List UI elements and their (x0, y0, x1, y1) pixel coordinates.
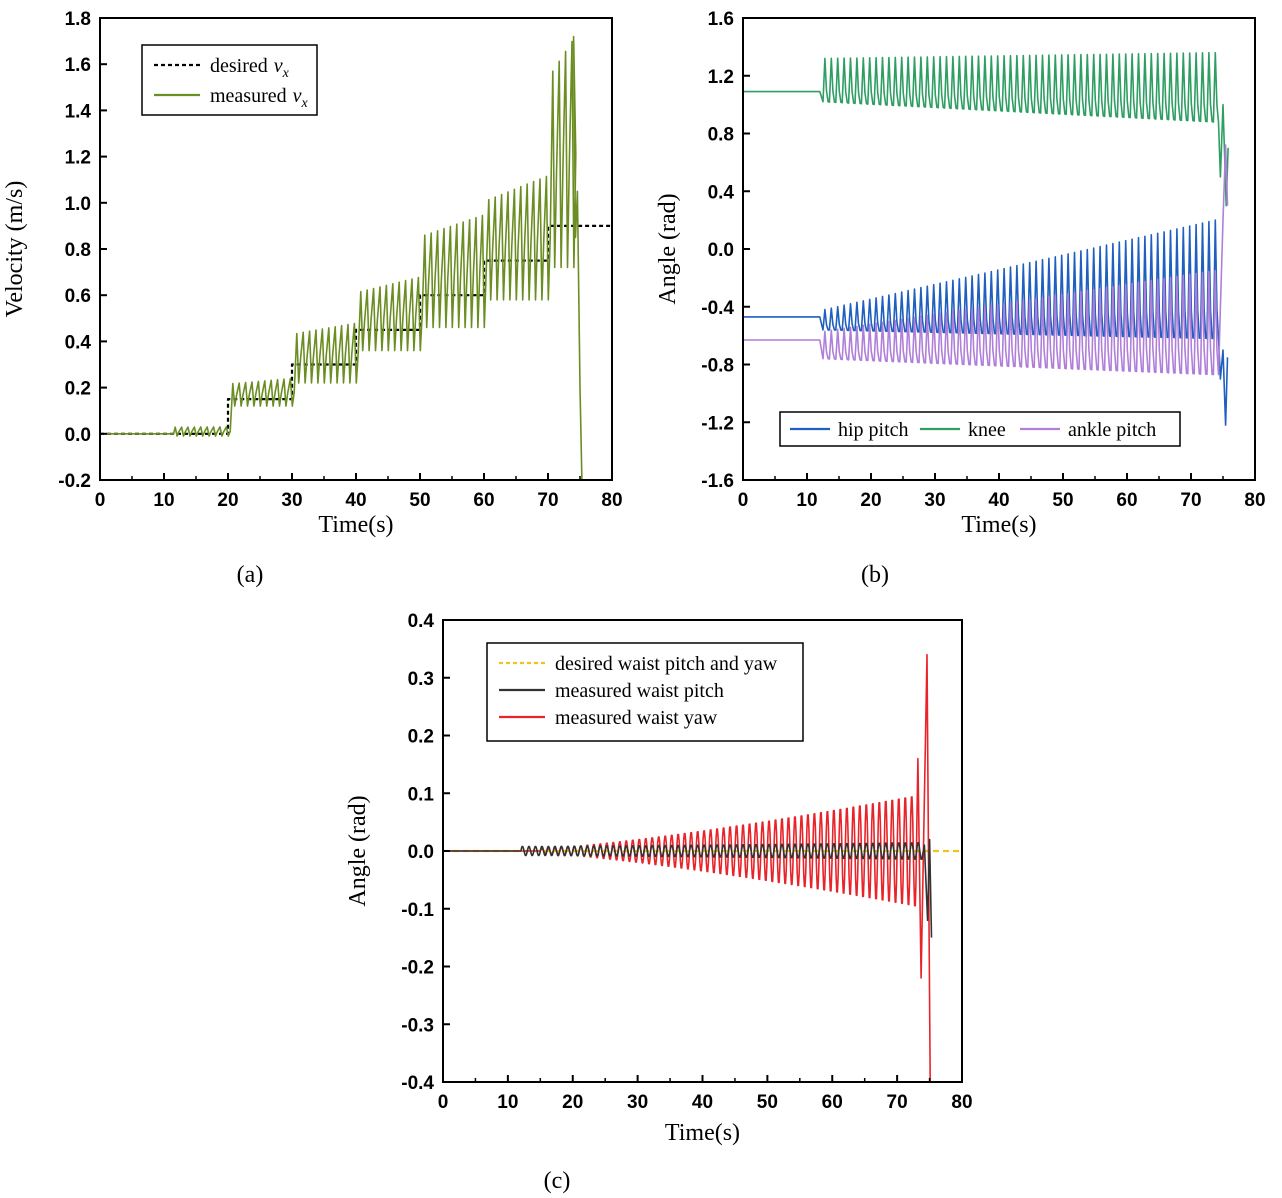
y-tick-label: 0.4 (408, 611, 435, 632)
y-tick-label: 0.2 (65, 379, 91, 400)
legend-label: measured waist pitch (555, 680, 724, 702)
y-axis-label: Angle (rad) (655, 193, 681, 304)
y-tick-label: 0.6 (65, 286, 91, 307)
x-tick-label: 60 (473, 490, 494, 511)
y-tick-label: 0.8 (65, 240, 91, 261)
x-tick-label: 80 (951, 1092, 972, 1113)
y-tick-label: 1.0 (65, 194, 91, 215)
y-tick-label: 0.2 (408, 727, 434, 748)
y-axis-label: Velocity (m/s) (2, 181, 28, 318)
legend-label: measured vx (210, 85, 309, 111)
x-tick-label: 20 (562, 1092, 583, 1113)
series-ankle-pitch (743, 144, 1229, 376)
x-tick-label: 40 (345, 490, 366, 511)
legend-box (486, 642, 804, 742)
y-tick-label: -0.4 (401, 1073, 434, 1094)
panel-caption: (b) (861, 562, 889, 588)
legend-label: measured waist yaw (555, 707, 718, 729)
x-tick-label: 0 (738, 490, 749, 511)
y-tick-label: 0.4 (708, 182, 735, 203)
y-tick-label: 0.1 (408, 784, 435, 805)
y-tick-label: 0.4 (65, 332, 92, 353)
legend-label: knee (968, 419, 1006, 441)
y-tick-label: -0.2 (401, 958, 434, 979)
y-tick-label: -0.2 (58, 471, 91, 492)
x-tick-label: 20 (217, 490, 238, 511)
chart-a: 0 10 20 30 40 50 60 70 80 -0.2 0.0 0.2 0.4 0.6 0.8 1.0 1… (2, 9, 623, 588)
x-tick-label: 30 (924, 490, 945, 511)
x-tick-label: 70 (887, 1092, 908, 1113)
y-axis-label: Angle (rad) (345, 795, 371, 906)
panel-caption: (a) (237, 562, 264, 588)
y-tick-label: -0.8 (701, 356, 734, 377)
chart-c: 0 10 20 30 40 50 60 70 80 -0.4 -0.3 -0.2 -0.1 0.0 0.1 0… (345, 611, 973, 1194)
x-tick-label: 60 (822, 1092, 843, 1113)
legend-box (779, 411, 1181, 447)
x-tick-label: 40 (988, 490, 1009, 511)
x-tick-label: 70 (1180, 490, 1201, 511)
x-tick-label: 50 (1052, 490, 1073, 511)
y-tick-label: 1.2 (65, 148, 91, 169)
x-tick-label: 30 (627, 1092, 648, 1113)
y-tick-label: -0.4 (701, 298, 734, 319)
y-tick-label: -0.1 (401, 900, 434, 921)
legend-label: hip pitch (838, 419, 909, 441)
y-tick-label: -1.2 (701, 413, 734, 434)
x-tick-label: 0 (438, 1092, 449, 1113)
series-hip-pitch (743, 219, 1229, 426)
x-axis-label: Time(s) (318, 512, 393, 538)
legend: hip pitch knee ankle pitch (779, 411, 1181, 447)
y-tick-label: 0.0 (408, 842, 434, 863)
y-tick-label: 0.3 (408, 669, 434, 690)
x-tick-label: 10 (796, 490, 817, 511)
x-tick-label: 10 (497, 1092, 518, 1113)
y-tick-label: 1.2 (708, 67, 734, 88)
y-tick-label: 0.0 (65, 425, 91, 446)
legend: desired waist pitch and yaw measured wais… (486, 642, 804, 742)
y-tick-label: 0.8 (708, 125, 734, 146)
x-tick-label: 80 (1244, 490, 1265, 511)
x-tick-label: 80 (601, 490, 622, 511)
x-tick-label: 50 (757, 1092, 778, 1113)
legend-label: desired vx (210, 55, 290, 81)
y-tick-label: 0.0 (708, 240, 734, 261)
y-tick-label: 1.6 (65, 55, 91, 76)
x-tick-label: 20 (860, 490, 881, 511)
x-tick-label: 70 (537, 490, 558, 511)
y-tick-label: 1.8 (65, 9, 91, 30)
x-tick-label: 60 (1116, 490, 1137, 511)
series-knee (743, 51, 1229, 207)
legend-label: desired waist pitch and yaw (555, 653, 778, 675)
legend-box (141, 44, 318, 116)
x-tick-label: 50 (409, 490, 430, 511)
x-axis-label: Time(s) (961, 512, 1036, 538)
series-measured-waist-pitch (443, 838, 933, 938)
y-tick-label: -0.3 (401, 1015, 434, 1036)
x-tick-label: 10 (153, 490, 174, 511)
x-tick-label: 30 (281, 490, 302, 511)
chart-b: 0 10 20 30 40 50 60 70 80 -1.6 -1.2 -0.8 -0.4 0.0 0.4 0… (655, 9, 1266, 588)
y-tick-label: -1.6 (701, 471, 734, 492)
panel-caption: (c) (544, 1168, 571, 1194)
x-axis-label: Time(s) (665, 1120, 740, 1146)
x-tick-label: 40 (692, 1092, 713, 1113)
legend-label: ankle pitch (1068, 419, 1156, 441)
y-tick-label: 1.4 (65, 101, 92, 122)
legend: desired vx measured vx (141, 44, 318, 116)
series-measured-vx (100, 35, 583, 480)
x-tick-label: 0 (95, 490, 106, 511)
y-tick-label: 1.6 (708, 9, 734, 30)
